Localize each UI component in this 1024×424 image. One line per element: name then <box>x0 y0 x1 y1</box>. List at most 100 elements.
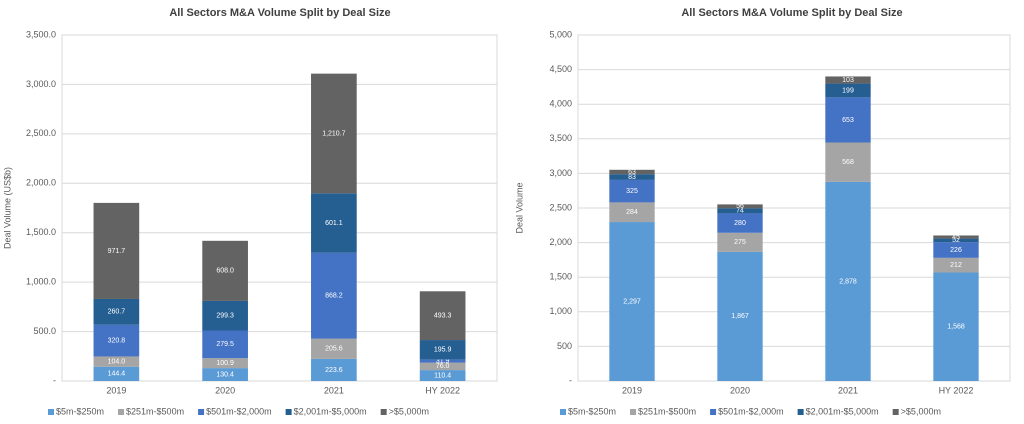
legend-swatch <box>797 409 804 415</box>
bar-segment <box>202 358 248 369</box>
x-tick-label: 2021 <box>838 385 858 395</box>
bar-segment <box>825 142 871 182</box>
bar-segment <box>609 174 655 180</box>
value-label: 1,568 <box>947 324 965 331</box>
value-label: 52 <box>952 237 960 244</box>
value-label: 63 <box>628 169 636 176</box>
bar-segment <box>311 252 357 339</box>
legend-label: $251m-$500m <box>126 406 184 416</box>
bar-segment <box>311 193 357 253</box>
value-label: 205.6 <box>325 346 343 353</box>
value-label: 45 <box>952 234 960 241</box>
bar-segment <box>202 368 248 381</box>
y-tick-label: 500.0 <box>33 326 56 336</box>
bar-segment <box>825 97 871 143</box>
legend-swatch <box>560 409 566 415</box>
bar-segment <box>717 213 763 233</box>
legend-swatch <box>710 409 717 415</box>
value-label: 2,297 <box>623 298 641 305</box>
x-tick-label: 2019 <box>622 385 642 395</box>
plot-border <box>577 34 1011 382</box>
legend-swatch <box>198 409 205 415</box>
legend-swatch <box>48 409 54 415</box>
value-label: 568 <box>842 159 854 166</box>
value-label: 74 <box>736 208 744 215</box>
y-tick-label: 3,000 <box>549 168 572 178</box>
value-label: 76.0 <box>436 363 450 370</box>
bar-segment <box>933 235 979 239</box>
x-tick-label: HY 2022 <box>425 385 460 395</box>
value-label: 608.0 <box>216 268 234 275</box>
value-label: 279.5 <box>216 341 234 348</box>
bar-segment <box>419 291 466 341</box>
bar-segment <box>933 242 979 258</box>
y-tick-label: 4,000 <box>549 99 572 109</box>
bar-segment <box>93 298 140 325</box>
x-tick-label: 2020 <box>215 385 235 395</box>
bar-segment <box>202 240 248 301</box>
bar-segment <box>202 300 248 331</box>
value-label: 56 <box>736 203 744 210</box>
x-tick-label: HY 2022 <box>939 385 974 395</box>
value-label: 104.0 <box>108 358 126 365</box>
value-label: 212 <box>950 262 962 269</box>
y-axis-label: Deal Volume <box>514 182 524 233</box>
chart-title: All Sectors M&A Volume Split by Deal Siz… <box>681 7 902 19</box>
value-label: 299.3 <box>216 313 234 320</box>
bar-segment <box>825 181 871 381</box>
y-tick-label: 2,500.0 <box>26 128 56 138</box>
legend-label: >$5,000m <box>901 406 941 416</box>
y-tick-label: 3,500.0 <box>26 29 56 39</box>
value-label: 260.7 <box>108 309 126 316</box>
x-tick-label: 2021 <box>324 385 344 395</box>
value-label: 100.9 <box>216 360 234 367</box>
bar-segment <box>933 272 979 381</box>
bar-segment <box>825 83 871 98</box>
legend-label: $251m-$500m <box>638 406 696 416</box>
value-label: 199 <box>842 87 854 94</box>
y-tick-label: 500 <box>557 341 572 351</box>
legend-swatch <box>630 409 637 415</box>
bar-segment <box>419 359 466 363</box>
value-label: 83 <box>628 174 636 181</box>
y-axis-label: Deal Volume (US$b) <box>2 167 12 249</box>
bar-segment <box>419 340 466 360</box>
y-tick-label: 5,000 <box>549 29 572 39</box>
value-label: 195.9 <box>434 347 452 354</box>
value-label: 601.1 <box>325 220 343 227</box>
value-label: 226 <box>950 247 962 254</box>
legend-label: >$5,000m <box>389 406 429 416</box>
value-label: 31.9 <box>436 358 450 365</box>
value-label: 223.6 <box>325 367 343 374</box>
plot-border <box>61 34 498 382</box>
legend-swatch <box>892 409 899 415</box>
bar-segment <box>202 330 248 359</box>
bar-segment <box>609 222 655 381</box>
bar-segment <box>419 362 466 371</box>
legend-swatch <box>118 409 125 415</box>
y-tick-label: - <box>569 375 572 385</box>
legend-label: $501m-$2,000m <box>718 406 784 416</box>
bar-segment <box>609 179 655 203</box>
legend-swatch <box>380 409 387 415</box>
y-tick-label: 3,000.0 <box>26 79 56 89</box>
bar-segment <box>311 338 357 359</box>
value-label: 971.7 <box>108 248 126 255</box>
y-tick-label: 1,000 <box>549 306 572 316</box>
legend-label: $5m-$250m <box>56 406 104 416</box>
bar-segment <box>717 251 763 381</box>
y-tick-label: 3,500 <box>549 133 572 143</box>
y-tick-label: - <box>53 375 56 385</box>
bar-segment <box>933 238 979 243</box>
bar-segment <box>717 232 763 252</box>
y-tick-label: 1,500 <box>549 272 572 282</box>
legend-label: $2,001m-$5,000m <box>294 406 367 416</box>
value-label: 275 <box>734 239 746 246</box>
value-label: 2,878 <box>839 278 857 285</box>
value-label: 130.4 <box>216 371 234 378</box>
bar-segment <box>825 76 871 84</box>
value-label: 868.2 <box>325 293 343 300</box>
bar-segment <box>93 324 140 357</box>
value-label: 144.4 <box>108 371 126 378</box>
